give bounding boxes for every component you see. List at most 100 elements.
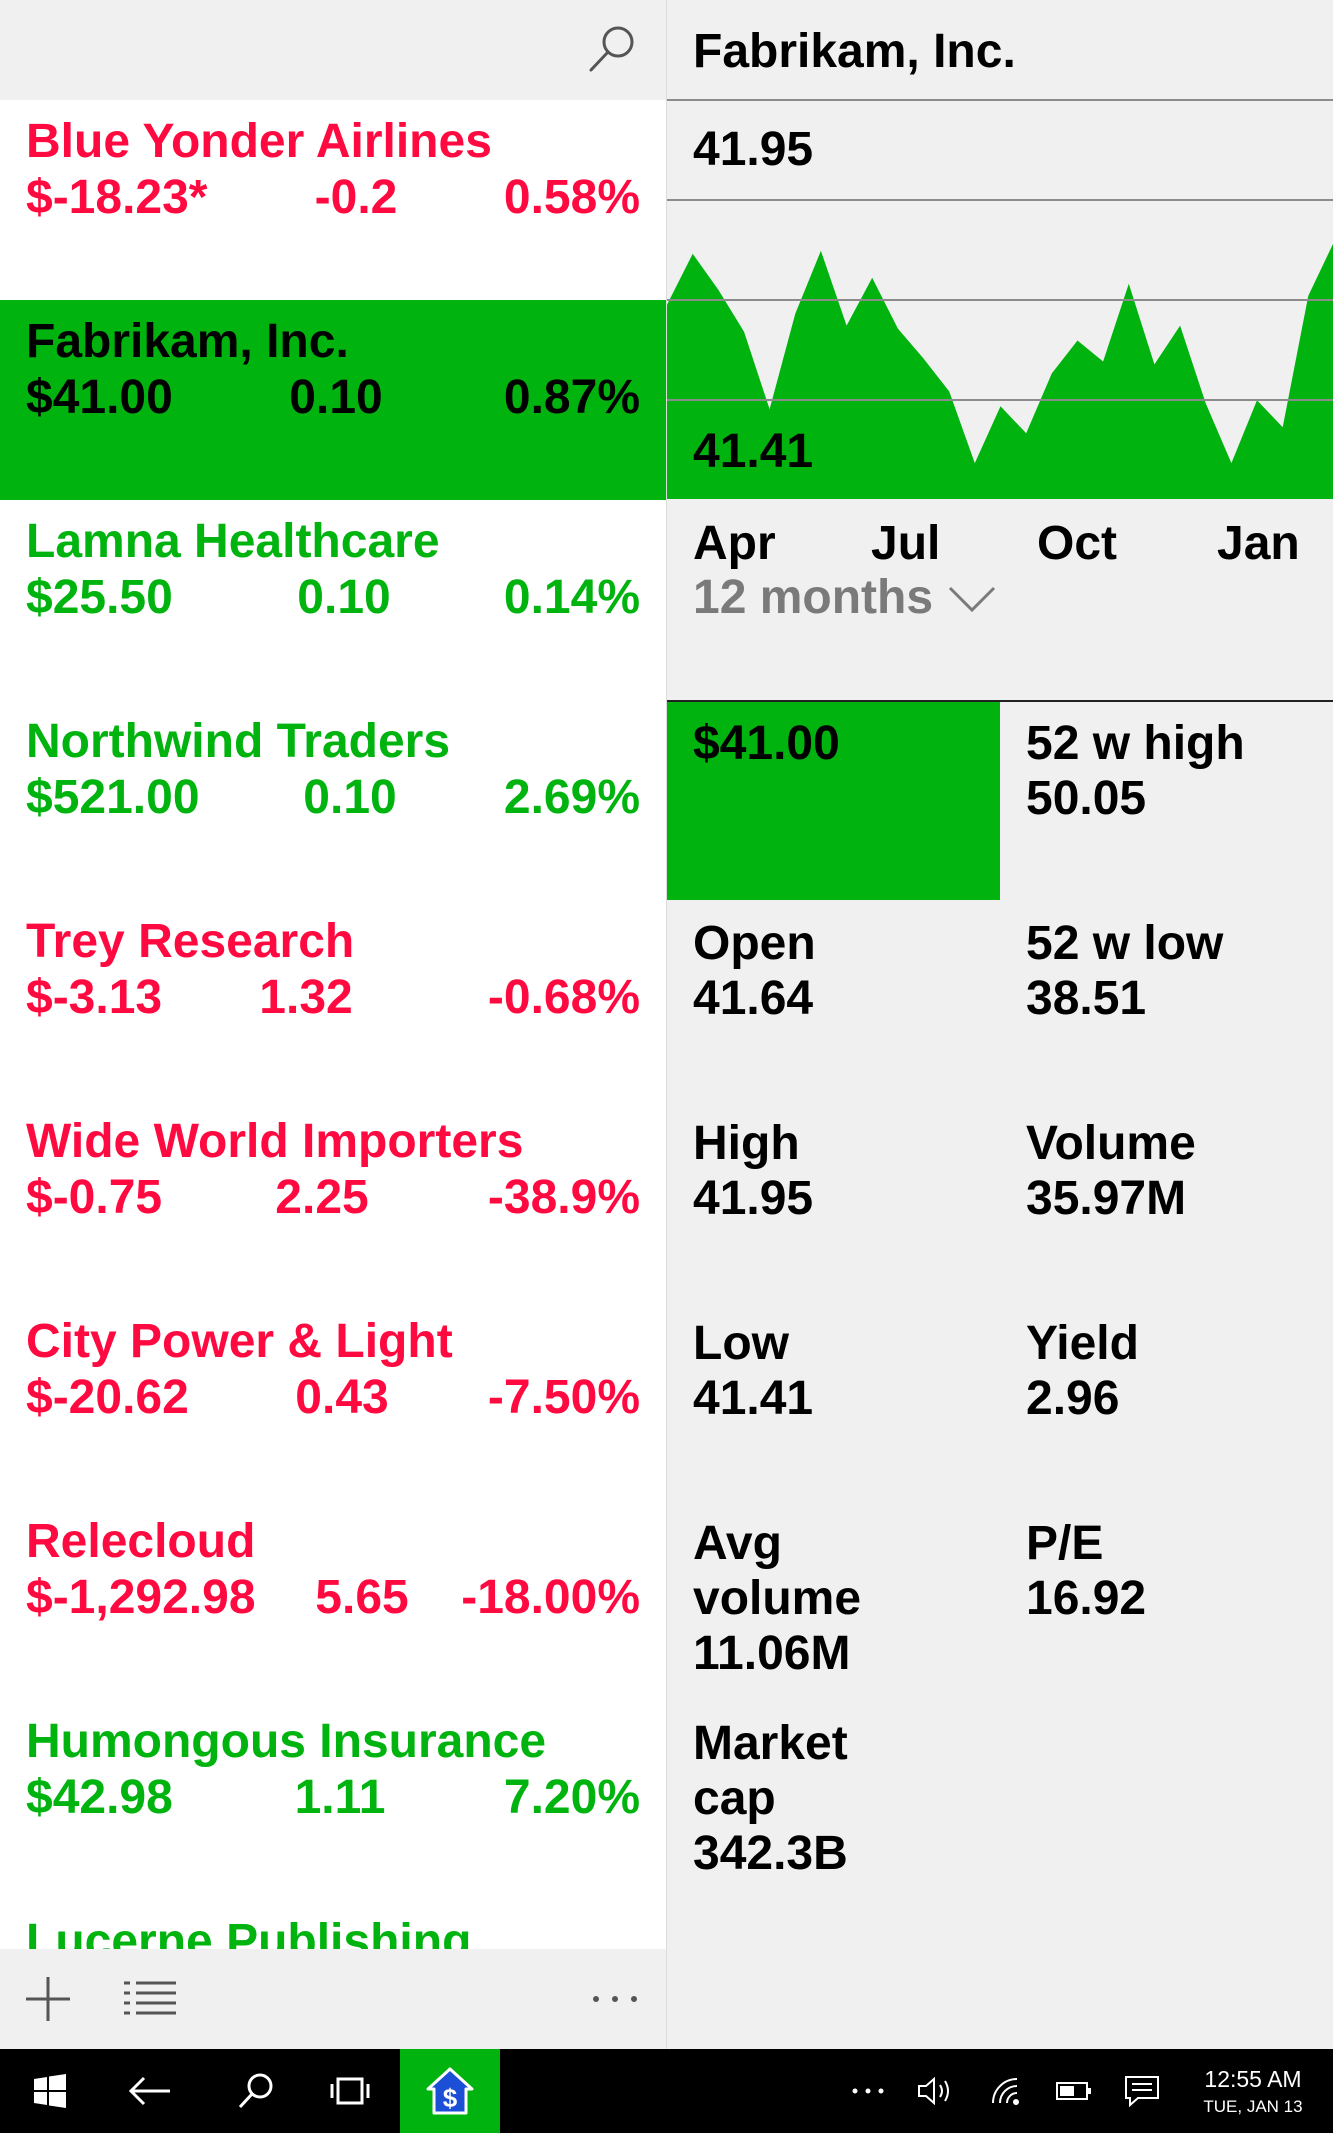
stat-market-cap: Market cap 342.3B [693, 1716, 893, 1881]
stock-change: 0.10 [297, 571, 391, 624]
stock-name: Lamna Healthcare [26, 515, 440, 568]
stock-change: 0.10 [289, 371, 383, 424]
stat-value: 41.95 [693, 1172, 814, 1225]
stock-price: $-20.62 [26, 1371, 189, 1424]
stock-change: 2.25 [275, 1171, 369, 1224]
stock-row[interactable]: Fabrikam, Inc. $41.00 0.10 0.87% [0, 300, 666, 500]
range-dropdown[interactable]: 12 months [693, 570, 997, 625]
stock-row[interactable]: Blue Yonder Airlines $-18.23* -0.2 0.58% [0, 100, 666, 300]
windows-start-icon[interactable] [18, 2049, 82, 2133]
chart-low-label: 41.41 [693, 425, 814, 478]
stat-volume: Volume 35.97M [1026, 1116, 1326, 1226]
stock-row[interactable]: Trey Research $-3.13 1.32 -0.68% [0, 900, 666, 1100]
stat-label: P/E [1026, 1517, 1104, 1570]
price-area [667, 243, 1333, 499]
stock-row[interactable]: Northwind Traders $521.00 0.10 2.69% [0, 700, 666, 900]
stat-label: Yield [1026, 1317, 1139, 1370]
stat-label: 52 w low [1026, 917, 1224, 970]
stock-change: 0.43 [295, 1371, 389, 1424]
month-label-apr: Apr [693, 517, 776, 570]
stock-price: $-3.13 [26, 971, 163, 1024]
stock-percent: 2.69% [503, 771, 640, 824]
stock-list[interactable]: Blue Yonder Airlines $-18.23* -0.2 0.58% Fab… [0, 100, 666, 1949]
stock-name: Northwind Traders [26, 715, 451, 768]
stock-row[interactable]: City Power & Light $-20.62 0.43 -7.50% [0, 1300, 666, 1500]
stat-52w-high: 52 w high 50.05 [1026, 716, 1326, 826]
section-divider [667, 700, 1333, 702]
stat-pe: P/E 16.92 [1026, 1516, 1326, 1626]
plus-icon[interactable] [22, 1973, 74, 2025]
stock-price: $41.00 [26, 371, 173, 424]
clock[interactable]: 12:55 AM TUE, JAN 13 [1180, 2049, 1326, 2133]
stat-label: Low [693, 1317, 789, 1370]
chevron-down-icon [948, 586, 996, 612]
stat-open: Open 41.64 [693, 916, 993, 1026]
stat-value: 342.3B [693, 1827, 848, 1880]
stat-value: 50.05 [1026, 772, 1147, 825]
ellipsis-icon[interactable] [590, 1993, 640, 2005]
stock-price: $-0.75 [26, 1171, 163, 1224]
stock-name: Lucerne Publishing [26, 1915, 472, 1949]
battery-icon[interactable] [1052, 2049, 1096, 2133]
search-icon[interactable] [224, 2049, 288, 2133]
stat-value: 41.41 [693, 1372, 814, 1425]
range-label: 12 months [693, 571, 934, 624]
stock-change: 0.10 [303, 771, 397, 824]
back-arrow-icon[interactable] [118, 2049, 182, 2133]
stat-52w-low: 52 w low 38.51 [1026, 916, 1326, 1026]
action-center-icon[interactable] [1120, 2049, 1164, 2133]
stock-percent: -7.50% [487, 1371, 640, 1424]
divider [667, 99, 1333, 101]
stock-price: $-1,292.98 [26, 1571, 256, 1624]
wifi-icon[interactable] [984, 2049, 1028, 2133]
stat-high: High 41.95 [693, 1116, 993, 1226]
stock-change: 1.11 [294, 1771, 386, 1824]
stat-value: 11.06M [693, 1627, 851, 1680]
stock-price: $-18.23* [26, 171, 208, 224]
month-label-jul: Jul [871, 517, 941, 570]
stock-row[interactable]: Relecloud $-1,292.98 5.65 -18.00% [0, 1500, 666, 1700]
chart-gridline [667, 199, 1333, 201]
stock-name: Wide World Importers [26, 1115, 524, 1168]
stock-percent: -38.9% [487, 1171, 640, 1224]
stock-row[interactable]: Humongous Insurance $42.98 1.11 7.20% [0, 1700, 666, 1900]
stock-row[interactable]: Wide World Importers $-0.75 2.25 -38.9% [0, 1100, 666, 1300]
stock-percent: 7.20% [503, 1771, 640, 1824]
month-label-oct: Oct [1037, 517, 1118, 570]
stock-percent: 0.87% [503, 371, 640, 424]
task-view-icon[interactable] [318, 2049, 382, 2133]
stat-value: 41.64 [693, 972, 814, 1025]
stocks-app-icon[interactable]: $ [400, 2049, 500, 2133]
stat-yield: Yield 2.96 [1026, 1316, 1326, 1426]
stock-name: Fabrikam, Inc. [26, 315, 349, 368]
stock-change: -0.2 [314, 171, 398, 224]
stock-row[interactable]: Lucerne Publishing [0, 1900, 666, 1949]
stat-label: Volume [1026, 1117, 1196, 1170]
stat-label: 52 w high [1026, 717, 1245, 770]
stock-percent: 0.58% [503, 171, 640, 224]
stat-value: 16.92 [1026, 1572, 1147, 1625]
stock-row[interactable]: Lamna Healthcare $25.50 0.10 0.14% [0, 500, 666, 700]
stock-name: Blue Yonder Airlines [26, 115, 492, 168]
stock-name: Humongous Insurance [26, 1715, 547, 1768]
search-icon[interactable] [585, 22, 641, 78]
current-price: $41.00 [693, 717, 840, 770]
price-chart[interactable] [667, 200, 1333, 499]
month-label-jan: Jan [1217, 517, 1300, 570]
volume-icon[interactable] [914, 2049, 958, 2133]
ellipsis-icon[interactable] [846, 2049, 890, 2133]
stock-price: $42.98 [26, 1771, 173, 1824]
list-icon[interactable] [122, 1977, 178, 2021]
clock-time: 12:55 AM [1204, 2065, 1302, 2092]
stat-label: High [693, 1117, 800, 1170]
watchlist-pane: Blue Yonder Airlines $-18.23* -0.2 0.58% Fab… [0, 0, 666, 2049]
stat-value: 38.51 [1026, 972, 1147, 1025]
detail-title: Fabrikam, Inc. [693, 25, 1016, 78]
chart-high-label: 41.95 [693, 123, 814, 176]
stock-name: Trey Research [26, 915, 355, 968]
watchlist-footer [0, 1949, 666, 2049]
stat-label: Open [693, 917, 816, 970]
stat-label: Market cap [693, 1717, 848, 1825]
clock-date: TUE, JAN 13 [1203, 2096, 1303, 2116]
current-price-tile: $41.00 [667, 702, 1000, 900]
